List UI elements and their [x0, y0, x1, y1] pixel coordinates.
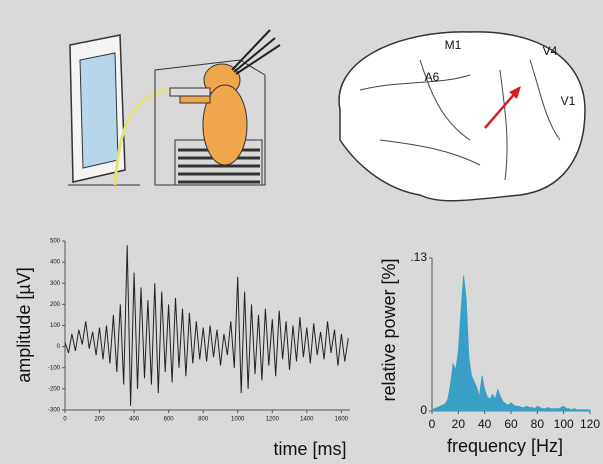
spectrum-area: [432, 276, 590, 411]
x-tick-label: 1400: [300, 417, 314, 423]
y-tick-label: 0: [57, 344, 61, 350]
x-tick-label: 800: [198, 417, 209, 423]
x-tick-label: 1000: [231, 417, 245, 423]
y-axis-label: relative power [%]: [379, 258, 399, 401]
brain-label: V1: [561, 94, 576, 108]
brain-label: M1: [445, 38, 462, 52]
y-axis-label: amplitude [µV]: [14, 267, 34, 382]
y-tick-label: .13: [410, 250, 427, 264]
brain-label: A6: [425, 70, 440, 84]
y-tick-label: 400: [50, 260, 61, 266]
x-axis-label: time [ms]: [273, 439, 346, 459]
x-tick-label: 1600: [335, 417, 349, 423]
x-tick-label: 200: [95, 417, 106, 423]
y-tick-label: 500: [50, 239, 61, 245]
y-tick-label: 0: [420, 403, 427, 417]
setup-illustration: [68, 30, 280, 185]
y-tick-label: 200: [50, 302, 61, 308]
x-axis-label: frequency [Hz]: [447, 436, 563, 456]
figure: A6 M1 V4 V1 -300-200-1000100200300400500…: [0, 0, 603, 464]
x-tick-label: 80: [531, 417, 545, 431]
y-tick-label: 300: [50, 281, 61, 287]
x-tick-label: 0: [63, 417, 67, 423]
y-tick-label: 100: [50, 323, 61, 329]
x-tick-label: 400: [129, 417, 140, 423]
x-tick-label: 40: [478, 417, 492, 431]
brain-illustration: A6 M1 V4 V1: [339, 32, 585, 201]
x-tick-label: 20: [452, 417, 466, 431]
x-tick-label: 1200: [266, 417, 280, 423]
x-tick-label: 120: [580, 417, 600, 431]
y-tick-label: -100: [48, 365, 61, 371]
brain-label: V4: [543, 44, 558, 58]
y-tick-label: -300: [48, 408, 61, 414]
x-tick-label: 100: [554, 417, 574, 431]
signal-line: [65, 245, 348, 406]
y-tick-label: -200: [48, 386, 61, 392]
x-tick-label: 0: [429, 417, 436, 431]
x-tick-label: 600: [164, 417, 175, 423]
x-tick-label: 60: [504, 417, 518, 431]
